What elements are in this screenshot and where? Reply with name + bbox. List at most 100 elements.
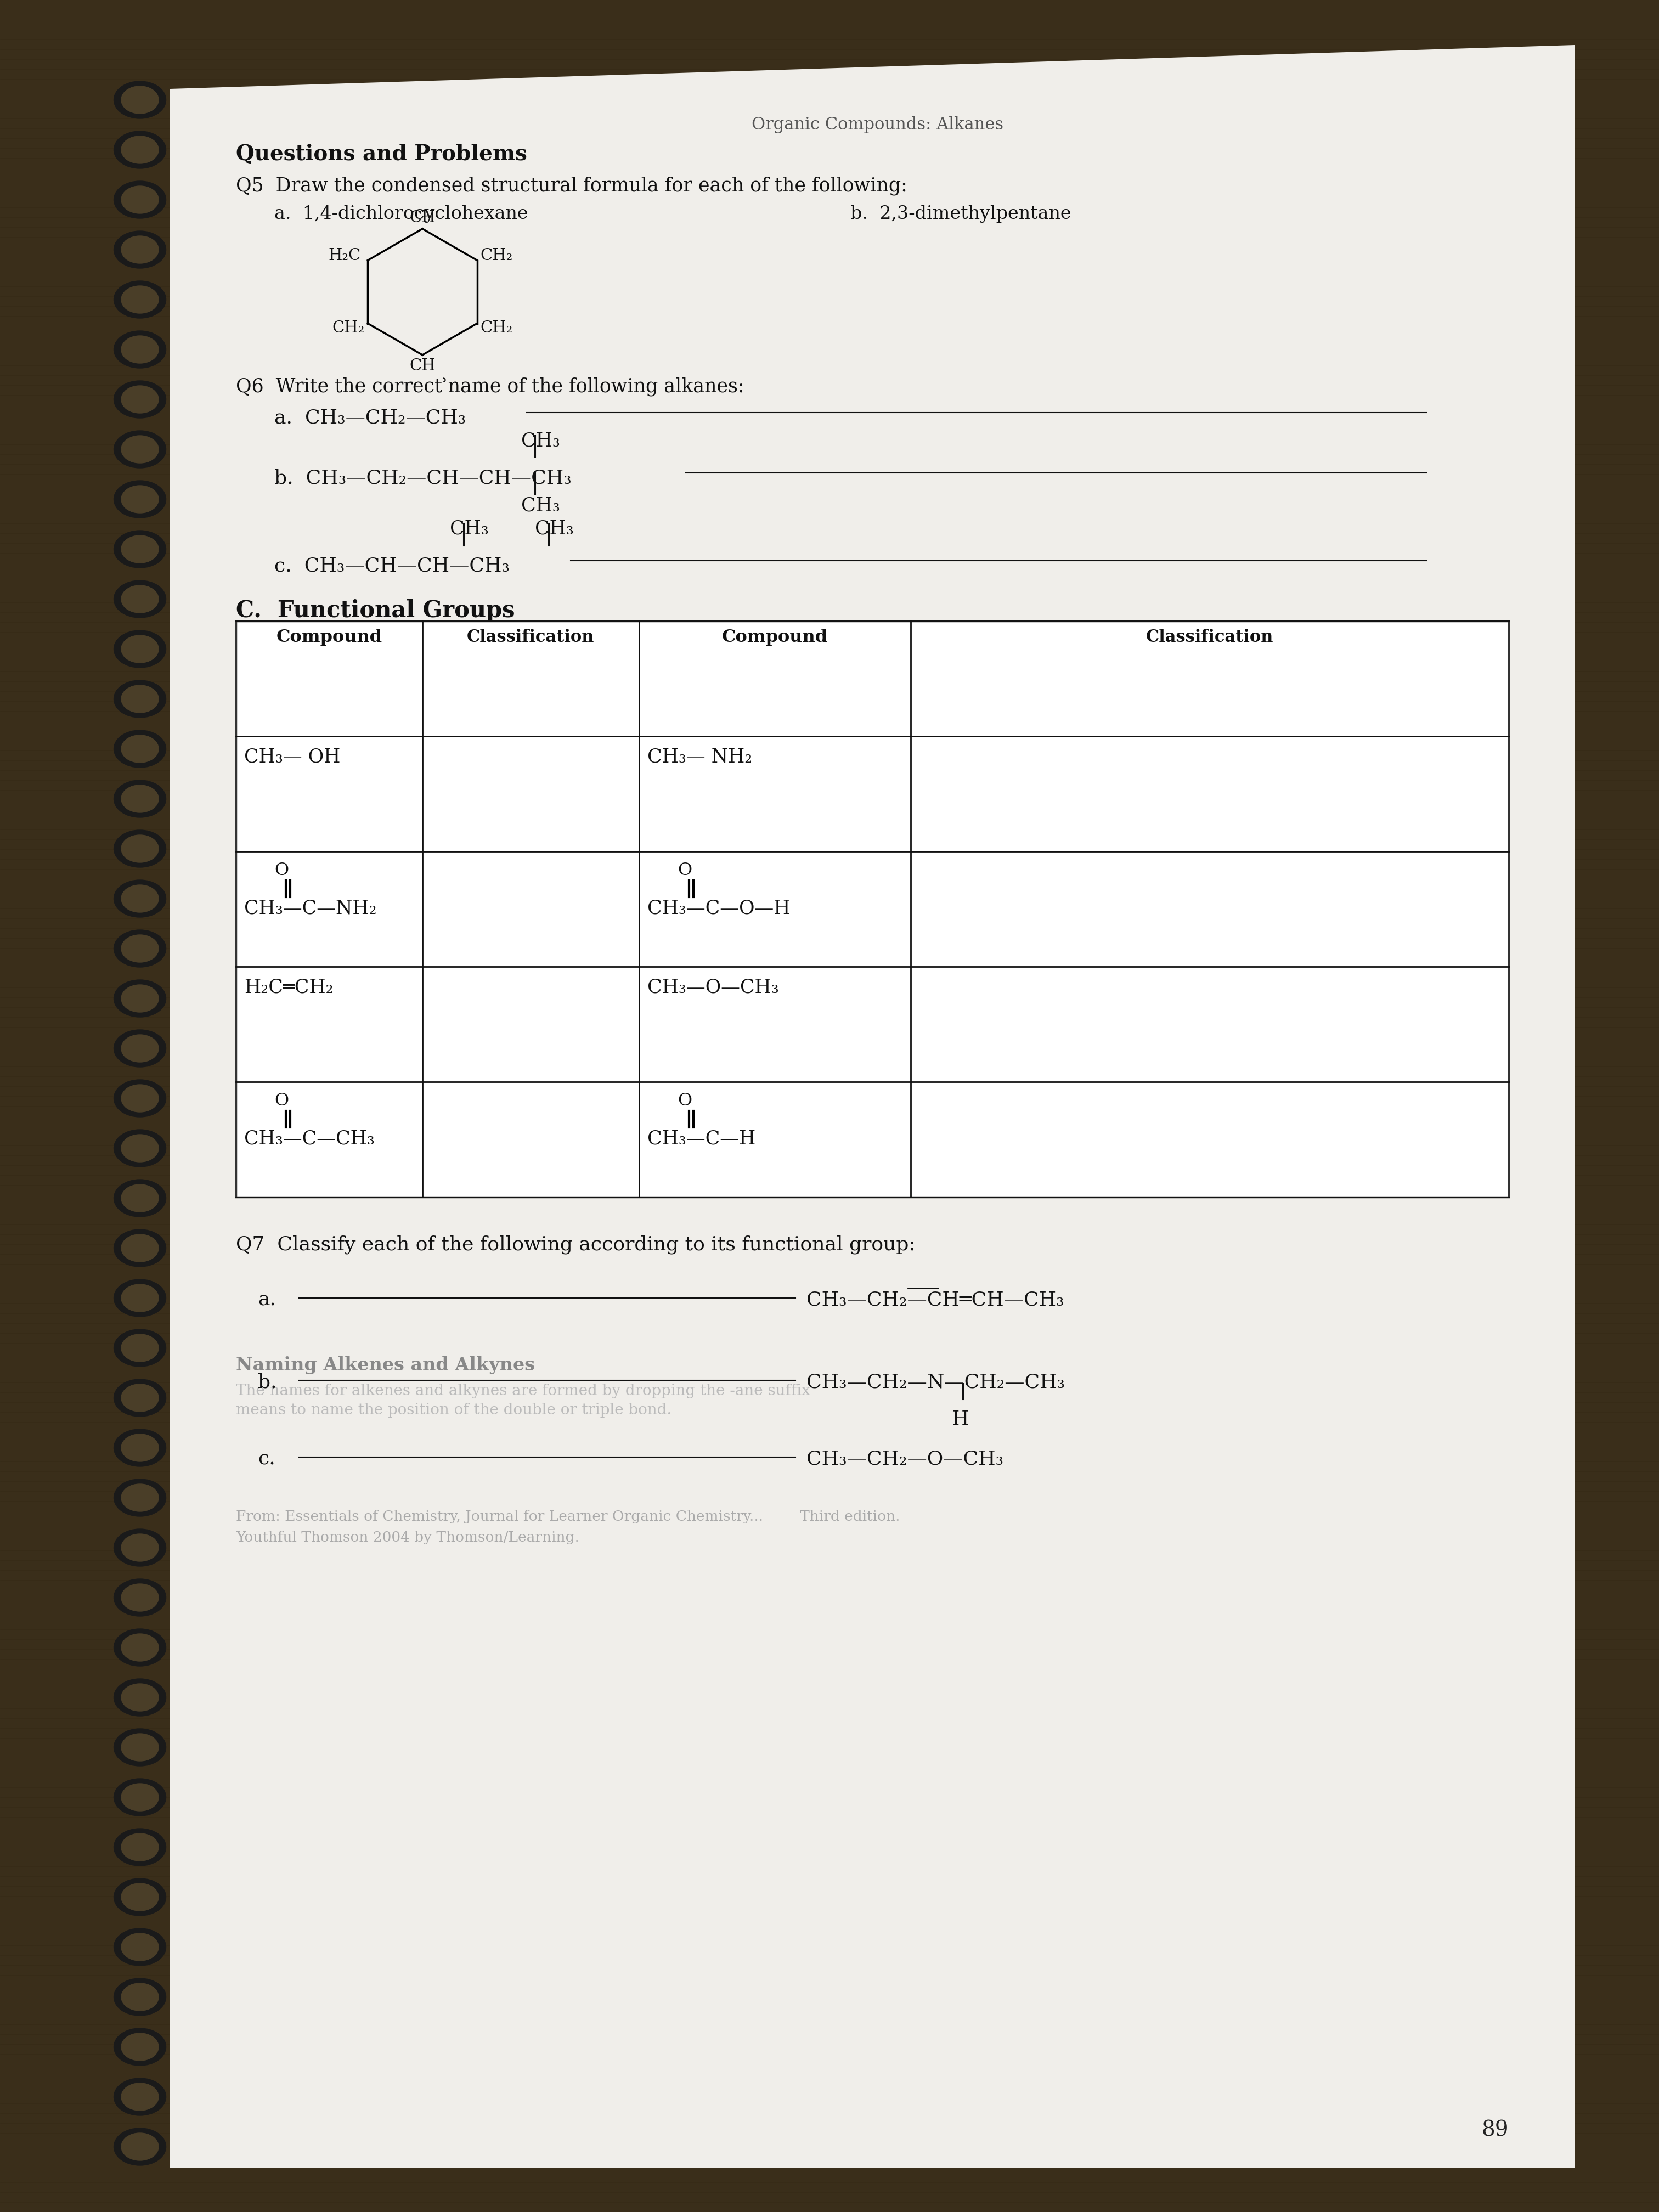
Ellipse shape	[114, 1878, 166, 1916]
Ellipse shape	[121, 2033, 159, 2062]
Text: c.  CH₃—CH—CH—CH₃: c. CH₃—CH—CH—CH₃	[274, 555, 509, 575]
Ellipse shape	[114, 781, 166, 818]
Text: C.  Functional Groups: C. Functional Groups	[236, 599, 514, 622]
Text: CH₃—CH₂—O—CH₃: CH₃—CH₂—O—CH₃	[806, 1449, 1004, 1469]
Text: CH₂: CH₂	[479, 248, 513, 263]
Ellipse shape	[114, 230, 166, 268]
Text: O: O	[274, 863, 289, 878]
Ellipse shape	[114, 332, 166, 367]
Text: b.  CH₃—CH₂—CH—CH—CH₃: b. CH₃—CH₂—CH—CH—CH₃	[274, 469, 571, 487]
Ellipse shape	[114, 1778, 166, 1816]
Ellipse shape	[121, 635, 159, 664]
Text: Classification: Classification	[466, 628, 594, 646]
Text: CH₃—C—O—H: CH₃—C—O—H	[647, 898, 790, 918]
Ellipse shape	[121, 237, 159, 263]
Ellipse shape	[114, 880, 166, 918]
Ellipse shape	[121, 1783, 159, 1812]
Text: CH₂: CH₂	[332, 321, 365, 336]
Ellipse shape	[114, 2077, 166, 2115]
Ellipse shape	[121, 586, 159, 613]
Ellipse shape	[114, 830, 166, 867]
Ellipse shape	[114, 980, 166, 1018]
Ellipse shape	[114, 1829, 166, 1867]
Ellipse shape	[121, 86, 159, 113]
Ellipse shape	[121, 1635, 159, 1661]
Ellipse shape	[121, 1183, 159, 1212]
Text: CH₃—C—H: CH₃—C—H	[647, 1130, 755, 1148]
Ellipse shape	[114, 2128, 166, 2166]
Text: CH₃—CH₂—CH═CH—CH₃: CH₃—CH₂—CH═CH—CH₃	[806, 1290, 1063, 1310]
Text: CH₂: CH₂	[479, 321, 513, 336]
Ellipse shape	[114, 929, 166, 967]
Ellipse shape	[114, 131, 166, 168]
Ellipse shape	[114, 1728, 166, 1765]
Text: The names for alkenes and alkynes are formed by dropping the -ane suffix: The names for alkenes and alkynes are fo…	[236, 1383, 810, 1398]
Text: CH₃: CH₃	[534, 520, 574, 538]
Ellipse shape	[121, 1882, 159, 1911]
Ellipse shape	[114, 1130, 166, 1168]
Text: O: O	[274, 1093, 289, 1108]
Ellipse shape	[121, 1984, 159, 2011]
Ellipse shape	[114, 2028, 166, 2066]
Ellipse shape	[114, 1929, 166, 1966]
Ellipse shape	[121, 686, 159, 712]
Ellipse shape	[121, 1834, 159, 1860]
Ellipse shape	[121, 2084, 159, 2110]
Text: O: O	[677, 1093, 692, 1108]
Text: a.  1,4-dichlorocyclohexane: a. 1,4-dichlorocyclohexane	[274, 206, 528, 223]
Text: CH: CH	[410, 210, 436, 226]
Text: Q7  Classify each of the following according to its functional group:: Q7 Classify each of the following accord…	[236, 1237, 916, 1254]
Text: H₂C═CH₂: H₂C═CH₂	[244, 978, 333, 995]
Ellipse shape	[114, 580, 166, 617]
Text: 89: 89	[1481, 2121, 1508, 2141]
Text: c.: c.	[257, 1449, 275, 1469]
Text: means to name the position of the double or triple bond.: means to name the position of the double…	[236, 1402, 672, 1418]
Ellipse shape	[121, 984, 159, 1013]
Text: CH₃: CH₃	[521, 495, 561, 515]
Ellipse shape	[121, 2132, 159, 2161]
Text: Organic Compounds: Alkanes: Organic Compounds: Alkanes	[752, 117, 1004, 133]
Ellipse shape	[121, 1035, 159, 1062]
Ellipse shape	[121, 785, 159, 812]
Ellipse shape	[114, 181, 166, 219]
Text: From: Essentials of Chemistry, Journal for Learner Organic Chemistry...        T: From: Essentials of Chemistry, Journal f…	[236, 1511, 899, 1524]
Text: CH₃— OH: CH₃— OH	[244, 748, 340, 765]
Ellipse shape	[114, 1528, 166, 1566]
Text: b.  2,3-dimethylpentane: b. 2,3-dimethylpentane	[851, 206, 1072, 223]
Ellipse shape	[114, 1079, 166, 1117]
Ellipse shape	[121, 1484, 159, 1511]
Text: Questions and Problems: Questions and Problems	[236, 144, 528, 164]
Ellipse shape	[114, 1978, 166, 2015]
Ellipse shape	[121, 1234, 159, 1261]
Ellipse shape	[121, 1285, 159, 1312]
Ellipse shape	[121, 936, 159, 962]
Ellipse shape	[114, 1429, 166, 1467]
Ellipse shape	[121, 436, 159, 462]
Text: Compound: Compound	[722, 628, 828, 646]
Ellipse shape	[121, 1385, 159, 1411]
Ellipse shape	[121, 1933, 159, 1960]
Text: Compound: Compound	[275, 628, 382, 646]
Ellipse shape	[121, 1533, 159, 1562]
Ellipse shape	[121, 734, 159, 763]
Ellipse shape	[114, 1679, 166, 1717]
Ellipse shape	[121, 186, 159, 212]
Ellipse shape	[121, 535, 159, 562]
Text: H₂C: H₂C	[328, 248, 362, 263]
Ellipse shape	[114, 630, 166, 668]
Ellipse shape	[121, 1433, 159, 1462]
Ellipse shape	[121, 834, 159, 863]
Text: Naming Alkenes and Alkynes: Naming Alkenes and Alkynes	[236, 1356, 534, 1374]
Ellipse shape	[114, 431, 166, 469]
Ellipse shape	[114, 1329, 166, 1367]
Text: a.  CH₃—CH₂—CH₃: a. CH₃—CH₂—CH₃	[274, 409, 466, 427]
Text: CH₃: CH₃	[521, 431, 561, 451]
Text: O: O	[677, 863, 692, 878]
Ellipse shape	[121, 1734, 159, 1761]
Polygon shape	[171, 44, 1574, 2168]
Text: Q6  Write the correctʾname of the following alkanes:: Q6 Write the correctʾname of the followi…	[236, 376, 745, 396]
Text: CH₃—CH₂—N—CH₂—CH₃: CH₃—CH₂—N—CH₂—CH₃	[806, 1374, 1065, 1391]
Text: H: H	[952, 1409, 969, 1429]
Ellipse shape	[121, 336, 159, 363]
Text: a.: a.	[257, 1290, 275, 1310]
